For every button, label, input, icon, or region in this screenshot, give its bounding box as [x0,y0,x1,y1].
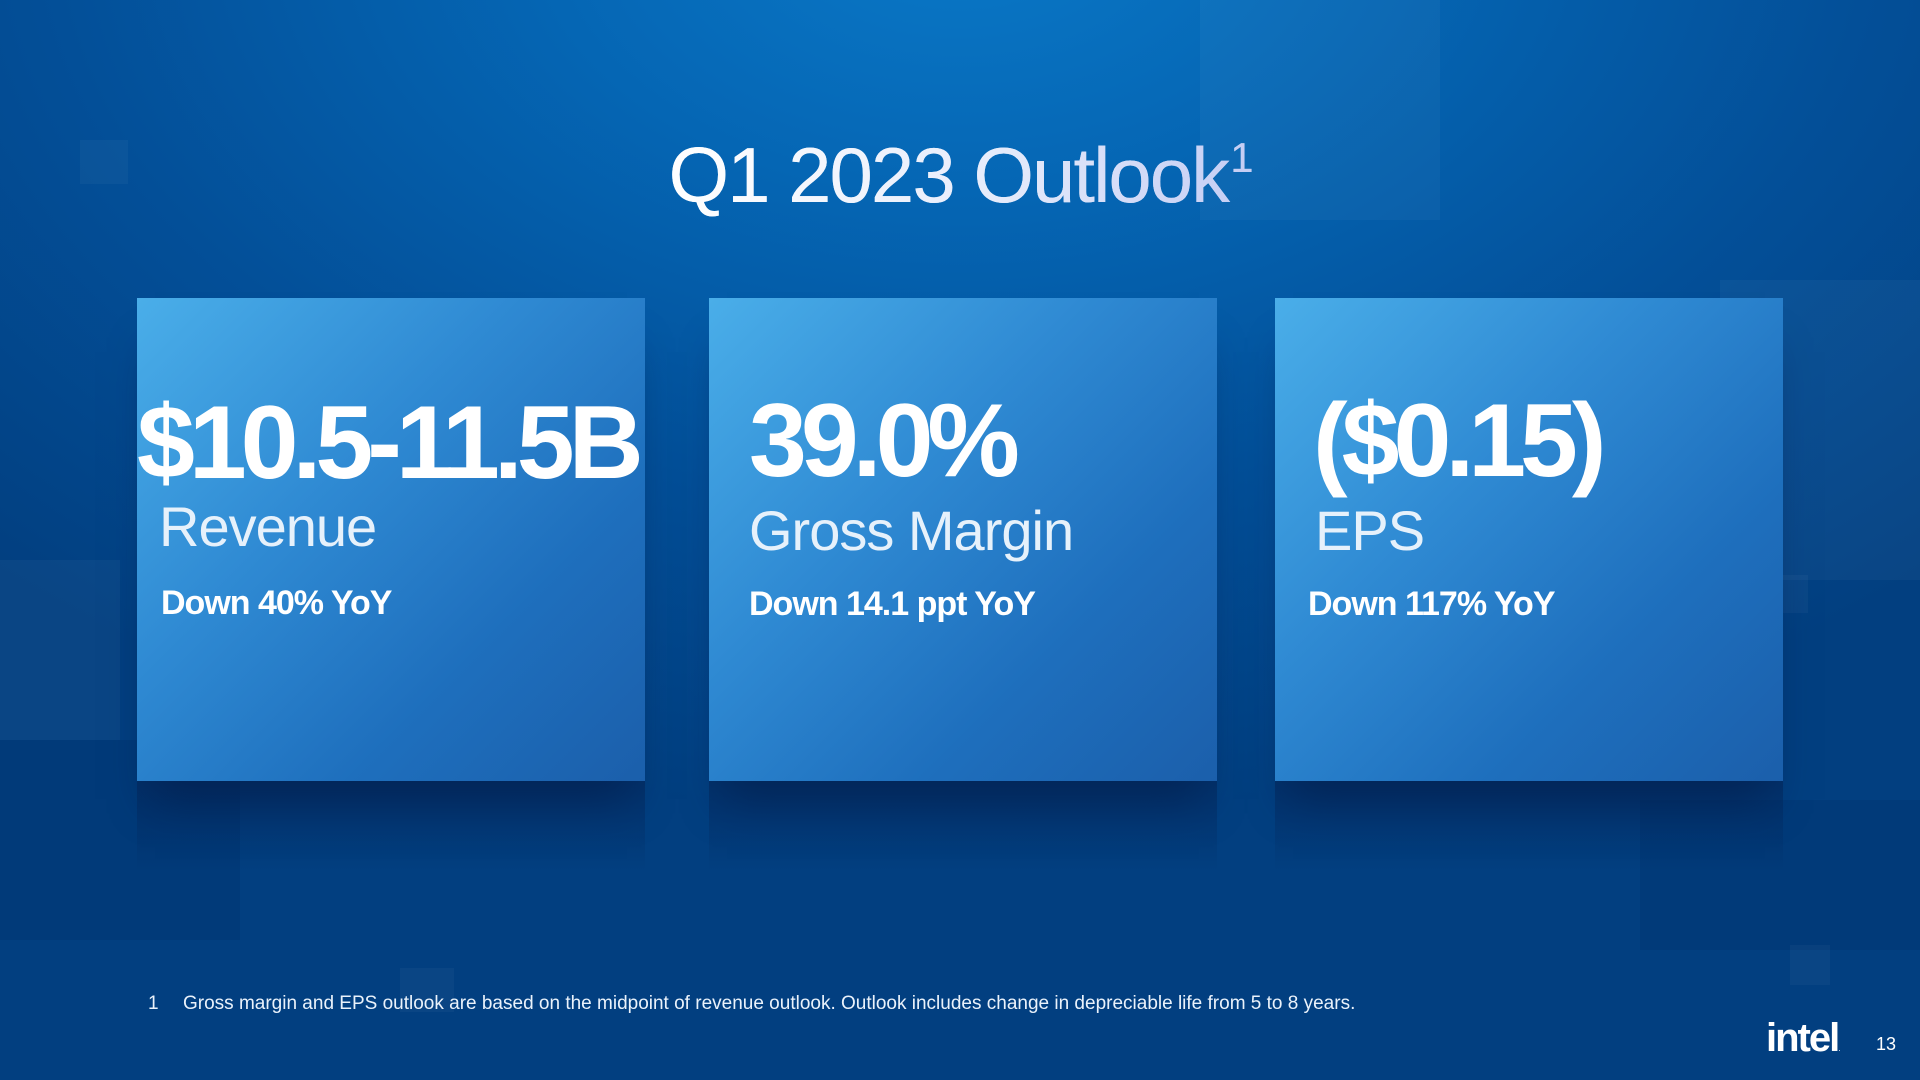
background-tile [1780,575,1808,613]
background-tile [0,560,120,740]
revenue-card: $10.5-11.5B Revenue Down 40% YoY [137,298,645,871]
eps-label: EPS [1315,499,1425,562]
footnote-number: 1 [148,993,159,1014]
page-number: 13 [1876,1034,1897,1054]
footnote-text: Gross margin and EPS outlook are based o… [183,993,1356,1014]
gross-margin-change: Down 14.1 ppt YoY [749,585,1036,623]
title-footnote-marker: 1 [1230,134,1252,182]
eps-change: Down 117% YoY [1308,585,1555,623]
intel-logo: intel. [1766,1016,1840,1061]
eps-value: ($0.15) [1313,383,1607,499]
logo-mark: . [1838,1044,1841,1053]
slide-title: Q1 2023 Outlook1 [0,130,1920,221]
revenue-value: $10.5-11.5B [137,385,644,501]
gross-margin-card: 39.0% Gross Margin Down 14.1 ppt YoY [709,298,1217,871]
slide-title-text: Q1 2023 Outlook [668,131,1229,220]
eps-card: ($0.15) EPS Down 117% YoY [1275,298,1783,871]
revenue-label: Revenue [159,495,377,558]
gross-margin-label: Gross Margin [749,499,1074,562]
background-tile [1790,945,1830,985]
revenue-change: Down 40% YoY [161,584,392,622]
gross-margin-value: 39.0% [749,383,1020,499]
logo-text: intel [1766,1016,1840,1060]
footnote: 1 Gross margin and EPS outlook are based … [148,993,1355,1015]
